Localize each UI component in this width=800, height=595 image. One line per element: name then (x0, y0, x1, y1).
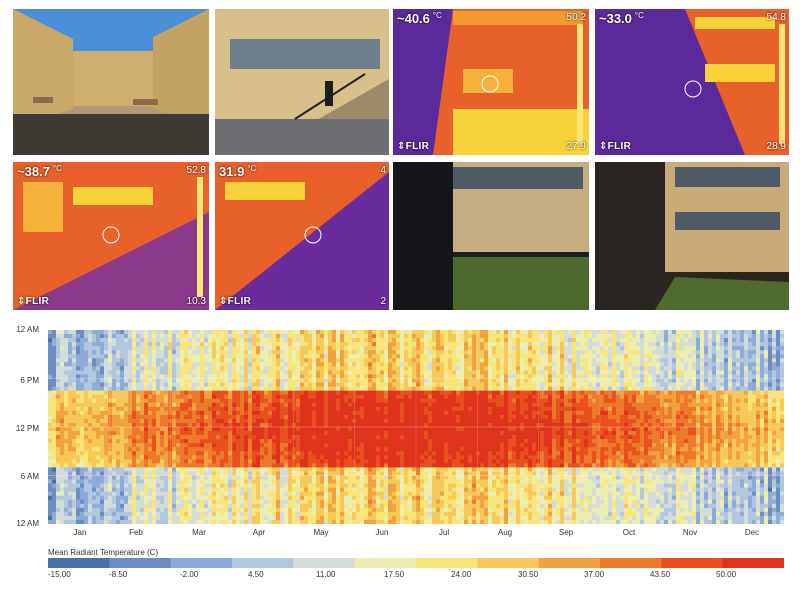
photo-courtyard (13, 9, 209, 155)
flir-logo: ⇕FLIR (599, 141, 632, 152)
x-axis-label: Feb (129, 528, 143, 537)
y-axis-label: 6 AM (20, 472, 39, 481)
legend-swatch (722, 558, 784, 568)
legend-tick: 11.00 (316, 570, 336, 579)
temperature-readout: ~38.7 °C (17, 164, 62, 179)
y-axis-label: 6 PM (20, 376, 39, 385)
legend-tick: 50.00 (716, 570, 737, 579)
x-axis-label: May (313, 528, 329, 537)
scale-min-value: 28.9 (766, 141, 786, 152)
x-axis-label: Nov (682, 528, 698, 537)
scale-min-value: 10.3 (186, 296, 206, 307)
photo-stair-wall (215, 9, 389, 155)
legend-swatch (661, 558, 724, 568)
legend-swatch (477, 558, 540, 568)
legend-tick: 17.50 (384, 570, 405, 579)
legend-swatch (354, 558, 417, 568)
thermal-image-2: ~33.0 °C 54.8 28.9 ⇕FLIR (595, 9, 789, 155)
scale-max-value: 54.8 (766, 12, 786, 23)
legend-swatch (48, 558, 110, 568)
x-axis-label: Oct (622, 528, 636, 537)
legend-swatch (232, 558, 294, 568)
scale-min-value: 2 (380, 296, 386, 307)
legend-color-bar (48, 558, 784, 568)
flir-logo: ⇕FLIR (17, 296, 50, 307)
x-axis-label: Dec (744, 528, 760, 537)
scale-max-value: 50.2 (566, 12, 586, 23)
legend-swatch (416, 558, 478, 568)
legend-tick: -15.00 (48, 570, 71, 579)
legend-swatch (293, 558, 356, 568)
x-axis-label: Jan (73, 528, 87, 537)
legend-tick: 43.50 (650, 570, 671, 579)
legend-tick: -8.50 (109, 570, 128, 579)
thermal-image-3: ~38.7 °C 52.8 10.3 ⇕FLIR (13, 162, 209, 310)
temperature-readout: 31.9 °C (219, 164, 257, 179)
legend-swatch (600, 558, 662, 568)
photo-shaded-corridor (595, 162, 789, 310)
scale-max-value: 4 (380, 165, 386, 176)
x-axis-label: Jul (438, 528, 450, 537)
legend-swatch (538, 558, 601, 568)
flir-logo: ⇕FLIR (397, 141, 430, 152)
legend-swatch (170, 558, 233, 568)
scale-min-value: 27.9 (566, 141, 586, 152)
y-axis-label: 12 PM (15, 424, 39, 433)
photo-shaded-lawn (393, 162, 589, 310)
legend-tick: -2.00 (180, 570, 199, 579)
legend-tick: 24.00 (451, 570, 472, 579)
heatmap-grid (48, 330, 784, 524)
temperature-readout: ~33.0 °C (599, 11, 644, 26)
y-axis-label: 12 AM (16, 325, 39, 334)
temperature-readout: ~40.6 °C (397, 11, 442, 26)
legend-title: Mean Radiant Temperature (C) (48, 548, 159, 557)
legend-tick: 4.50 (248, 570, 264, 579)
thermal-image-4: 31.9 °C 4 2 ⇕FLIR (215, 162, 389, 310)
legend-tick: 37.00 (584, 570, 605, 579)
x-axis-label: Mar (192, 528, 206, 537)
x-axis-label: Apr (252, 528, 266, 537)
x-axis-label: Jun (375, 528, 389, 537)
thermal-image-1: ~40.6 °C 50.2 27.9 ⇕FLIR (393, 9, 589, 155)
legend-swatch (109, 558, 172, 568)
y-axis-label: 12 AM (16, 519, 39, 528)
scale-max-value: 52.8 (186, 165, 206, 176)
x-axis-label: Aug (497, 528, 513, 537)
flir-logo: ⇕FLIR (219, 296, 252, 307)
x-axis-label: Sep (558, 528, 574, 537)
legend-tick: 30.50 (518, 570, 539, 579)
